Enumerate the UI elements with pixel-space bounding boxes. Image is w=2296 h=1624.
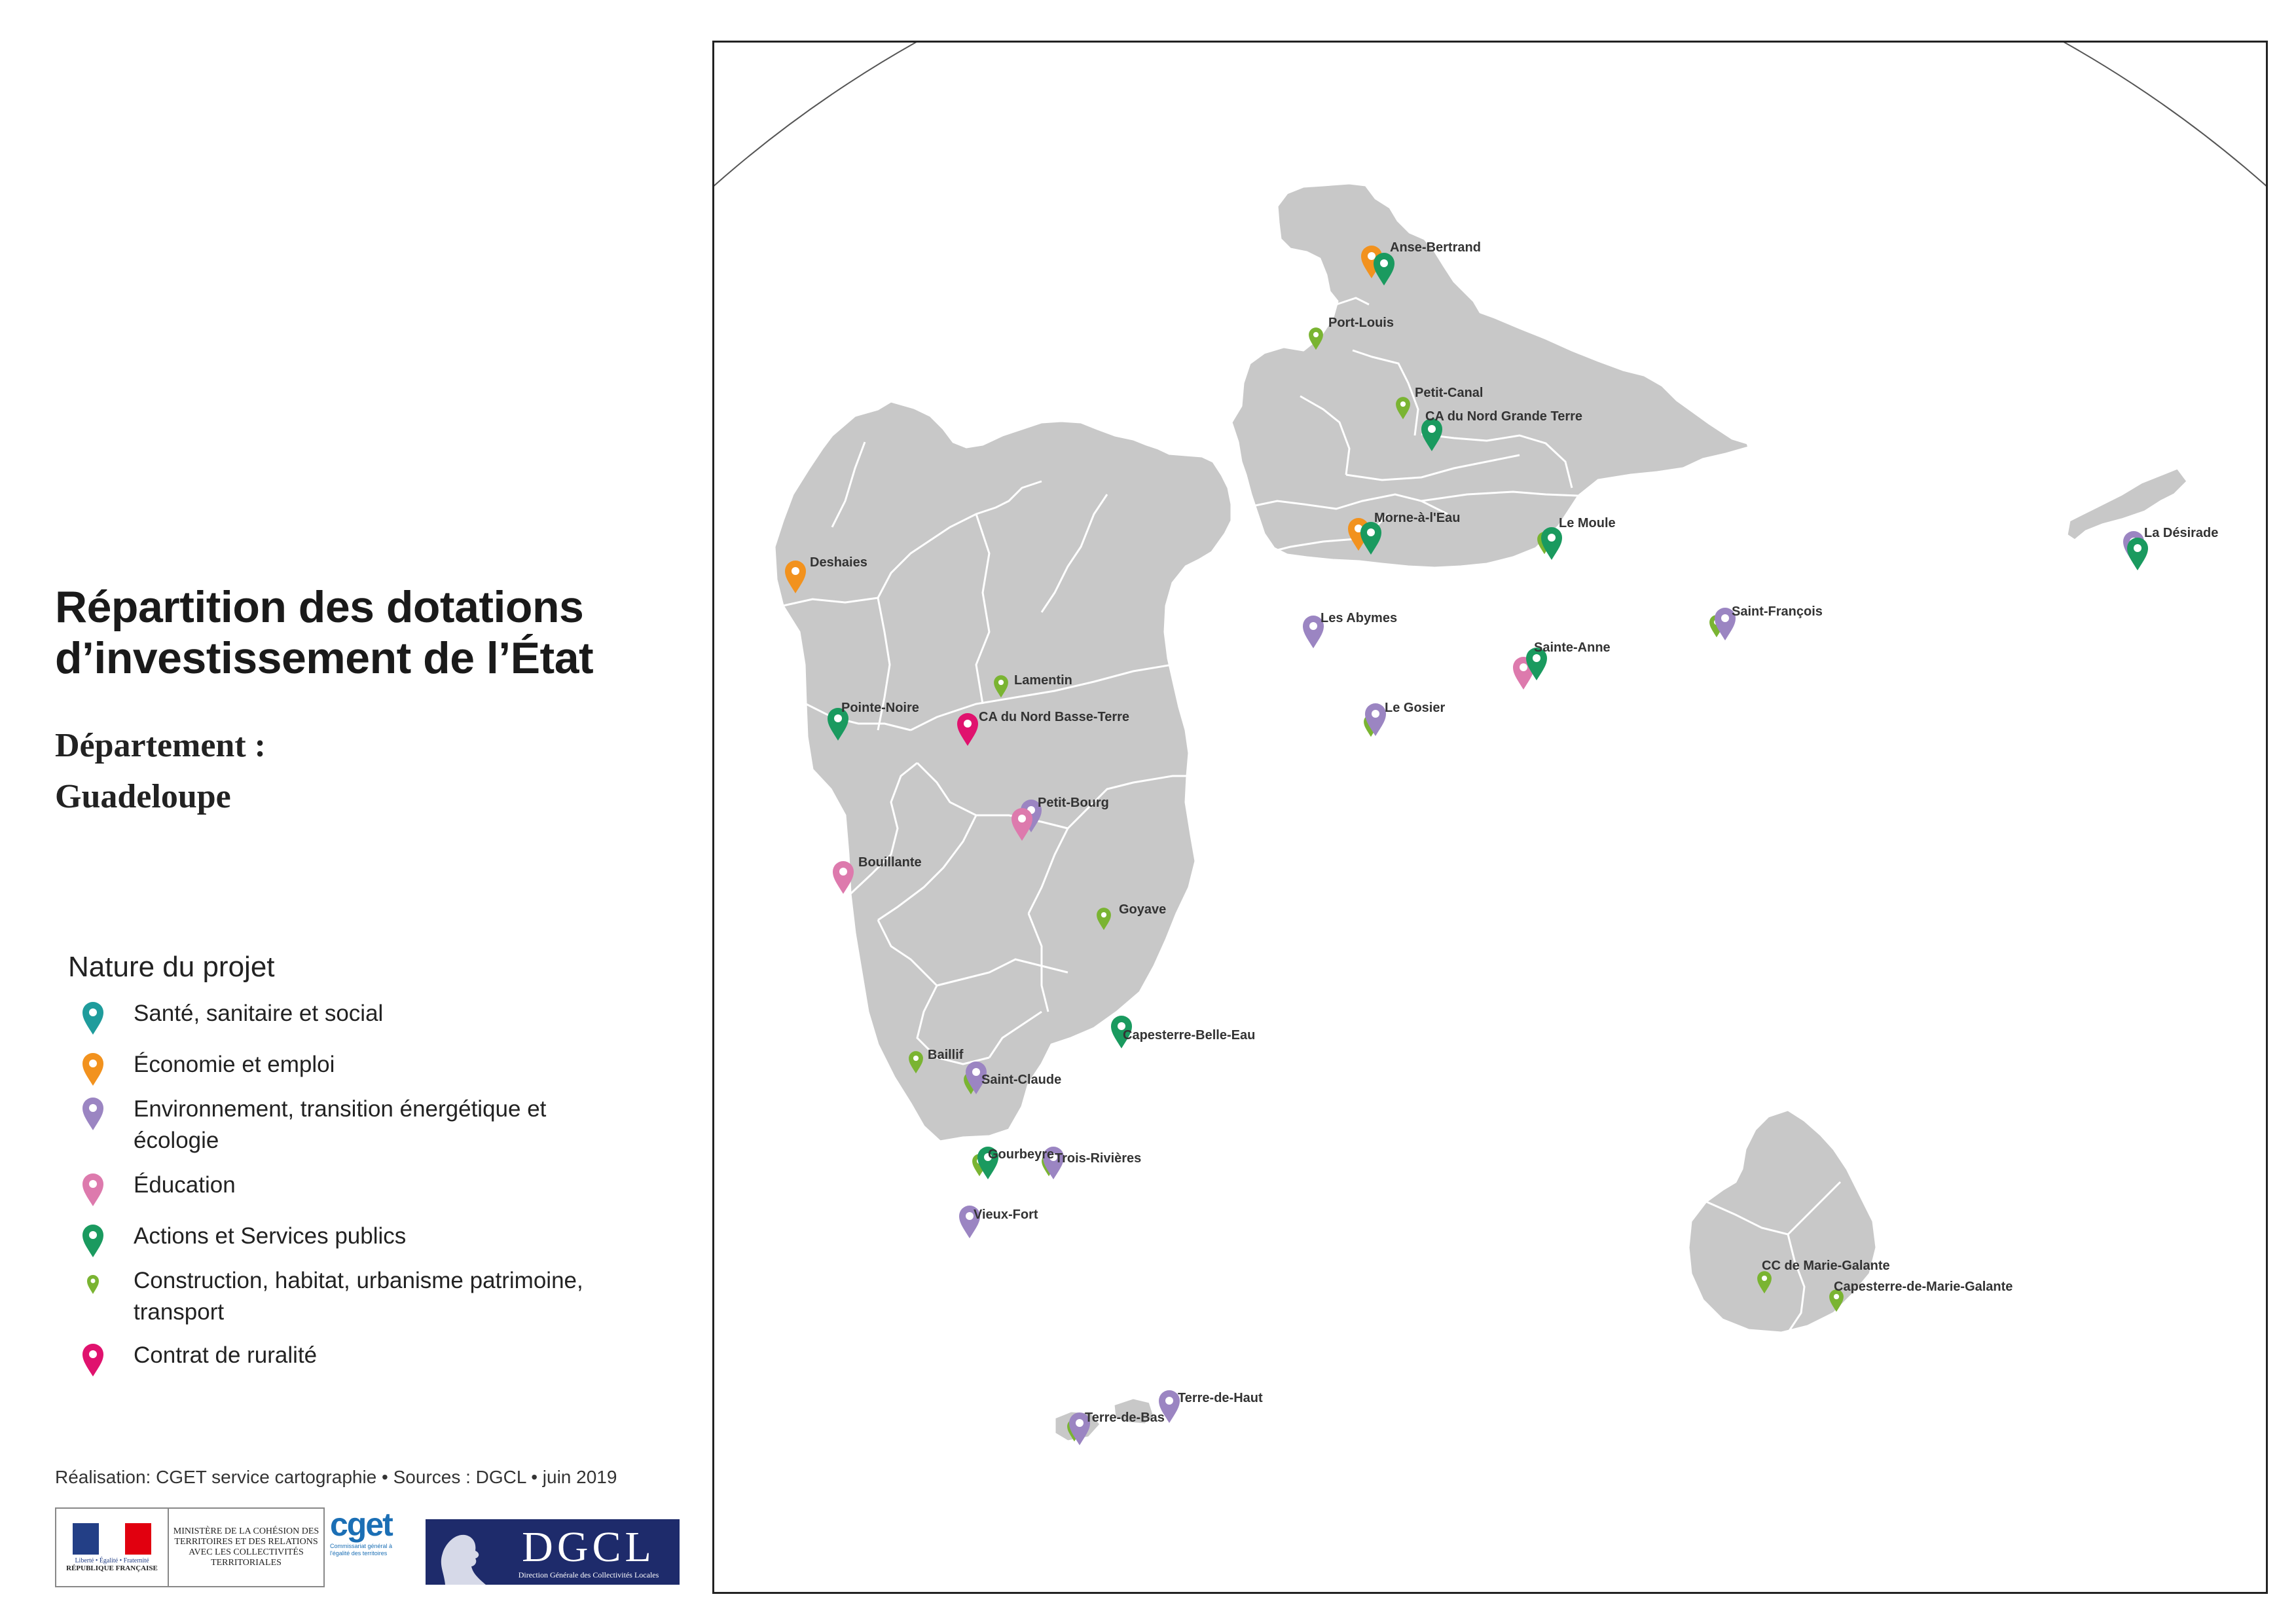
- label-trois-rivieres: Trois-Rivières: [1055, 1151, 1141, 1166]
- legend-item-environnement: Environnement, transition énergétique et…: [79, 1094, 631, 1156]
- label-petit-canal: Petit-Canal: [1415, 386, 1483, 400]
- label-terre-de-haut: Terre-de-Haut: [1178, 1391, 1263, 1405]
- teal-pin-icon: [82, 1002, 103, 1035]
- legend-label: Construction, habitat, urbanisme patrimo…: [134, 1268, 583, 1325]
- legend-item-economie: Économie et emploi: [79, 1049, 631, 1088]
- terre-de-haut-island: [1112, 1397, 1156, 1426]
- cget-logo: cget Commissariat général à l'égalité de…: [330, 1506, 409, 1586]
- services-pin: [1541, 527, 1562, 560]
- label-deshaies: Deshaies: [810, 555, 867, 570]
- label-terre-de-bas: Terre-de-Bas: [1085, 1411, 1165, 1425]
- ministry-name: MINISTÈRE DE LA COHÉSION DES TERRITOIRES…: [173, 1526, 319, 1568]
- marie-galante-island: [1687, 1109, 1878, 1334]
- marianne-block: Liberté • Égalité • Fraternité RÉPUBLIQU…: [56, 1509, 169, 1586]
- label-cc-marie-galante: CC de Marie-Galante: [1762, 1259, 1890, 1273]
- orange-pin-icon: [82, 1053, 103, 1086]
- magenta-pin-icon: [82, 1344, 103, 1376]
- label-la-desirade: La Désirade: [2144, 526, 2218, 540]
- label-gourbeyre: Gourbeyre: [988, 1147, 1054, 1162]
- dgcl-wordmark: DGCL: [522, 1522, 655, 1571]
- legend-item-education: Éducation: [79, 1170, 631, 1209]
- label-morne-a-l-eau: Morne-à-l'Eau: [1374, 511, 1460, 525]
- commune-labels: Anse-Bertrand Port-Louis Petit-Canal CA …: [810, 240, 2218, 1425]
- republique-francaise-logo: Liberté • Égalité • Fraternité RÉPUBLIQU…: [55, 1507, 325, 1587]
- label-ca-nord-basse-terre: CA du Nord Basse-Terre: [979, 710, 1129, 724]
- department-subtitle: Département : Guadeloupe: [55, 720, 644, 822]
- map-svg: Anse-Bertrand Port-Louis Petit-Canal CA …: [714, 43, 2266, 1445]
- map-title: Répartition des dotations d’investisseme…: [55, 582, 594, 683]
- legend-label: Santé, sanitaire et social: [134, 1001, 384, 1026]
- pink-pin-icon: [82, 1173, 103, 1206]
- legend-title: Nature du projet: [68, 951, 275, 983]
- department-name: Guadeloupe: [55, 778, 231, 815]
- profile-silhouette-icon: [426, 1519, 498, 1585]
- label-vieux-fort: Vieux-Fort: [974, 1208, 1038, 1222]
- label-le-moule: Le Moule: [1559, 516, 1616, 530]
- label-petit-bourg: Petit-Bourg: [1038, 796, 1109, 810]
- label-capesterre-marie-galante: Capesterre-de-Marie-Galante: [1834, 1280, 2013, 1294]
- legend-label: Éducation: [134, 1172, 236, 1198]
- label-port-louis: Port-Louis: [1328, 316, 1394, 330]
- legend-item-services: Actions et Services publics: [79, 1221, 631, 1260]
- grande-terre-island: [1230, 182, 1750, 569]
- label-anse-bertrand: Anse-Bertrand: [1390, 240, 1481, 255]
- legend-label: Économie et emploi: [134, 1052, 335, 1077]
- label-sainte-anne: Sainte-Anne: [1534, 640, 1611, 655]
- legend-label: Contrat de ruralité: [134, 1342, 318, 1368]
- cget-wordmark: cget: [330, 1506, 393, 1543]
- label-baillif: Baillif: [928, 1048, 964, 1062]
- label-ca-nord-grande-terre: CA du Nord Grande Terre: [1425, 409, 1582, 424]
- label-les-abymes: Les Abymes: [1321, 611, 1397, 625]
- flag-icon: [73, 1522, 151, 1555]
- credits: Réalisation: CGET service cartographie •…: [55, 1467, 617, 1487]
- legend-label: Environnement, transition énergétique et…: [134, 1096, 547, 1153]
- purple-pin-icon: [82, 1098, 103, 1130]
- label-le-gosier: Le Gosier: [1385, 701, 1445, 715]
- legend-item-sante: Santé, sanitaire et social: [79, 998, 631, 1037]
- label-capesterre-belle-eau: Capesterre-Belle-Eau: [1123, 1028, 1255, 1043]
- basse-terre-island: [773, 400, 1233, 1143]
- commune-boundaries: [782, 290, 1842, 1333]
- label-saint-claude: Saint-Claude: [981, 1073, 1061, 1087]
- legend-label: Actions et Services publics: [134, 1223, 407, 1249]
- department-label: Département :: [55, 727, 266, 764]
- rf-name: RÉPUBLIQUE FRANÇAISE: [66, 1564, 158, 1572]
- label-pointe-noire: Pointe-Noire: [841, 701, 919, 715]
- label-goyave: Goyave: [1119, 902, 1166, 917]
- rf-motto: Liberté • Égalité • Fraternité: [75, 1557, 149, 1564]
- land-masses: [773, 182, 2189, 1443]
- dgcl-subtitle: Direction Générale des Collectivités Loc…: [518, 1570, 659, 1579]
- services-pin: [2127, 538, 2148, 570]
- dgcl-logo: DGCL Direction Générale des Collectivité…: [426, 1519, 680, 1585]
- label-saint-francois: Saint-François: [1732, 604, 1823, 619]
- legend-item-construction: Construction, habitat, urbanisme patrimo…: [79, 1265, 631, 1328]
- label-lamentin: Lamentin: [1014, 673, 1072, 688]
- la-desirade-island: [2066, 467, 2189, 542]
- small-green-pin-icon: [87, 1275, 99, 1294]
- green-pin-icon: [82, 1225, 103, 1257]
- map-frame: Anse-Bertrand Port-Louis Petit-Canal CA …: [712, 41, 2268, 1594]
- label-bouillante: Bouillante: [858, 855, 922, 870]
- legend-item-ruralite: Contrat de ruralité: [79, 1340, 631, 1379]
- cget-subtitle: Commissariat général à l'égalité des ter…: [330, 1543, 393, 1557]
